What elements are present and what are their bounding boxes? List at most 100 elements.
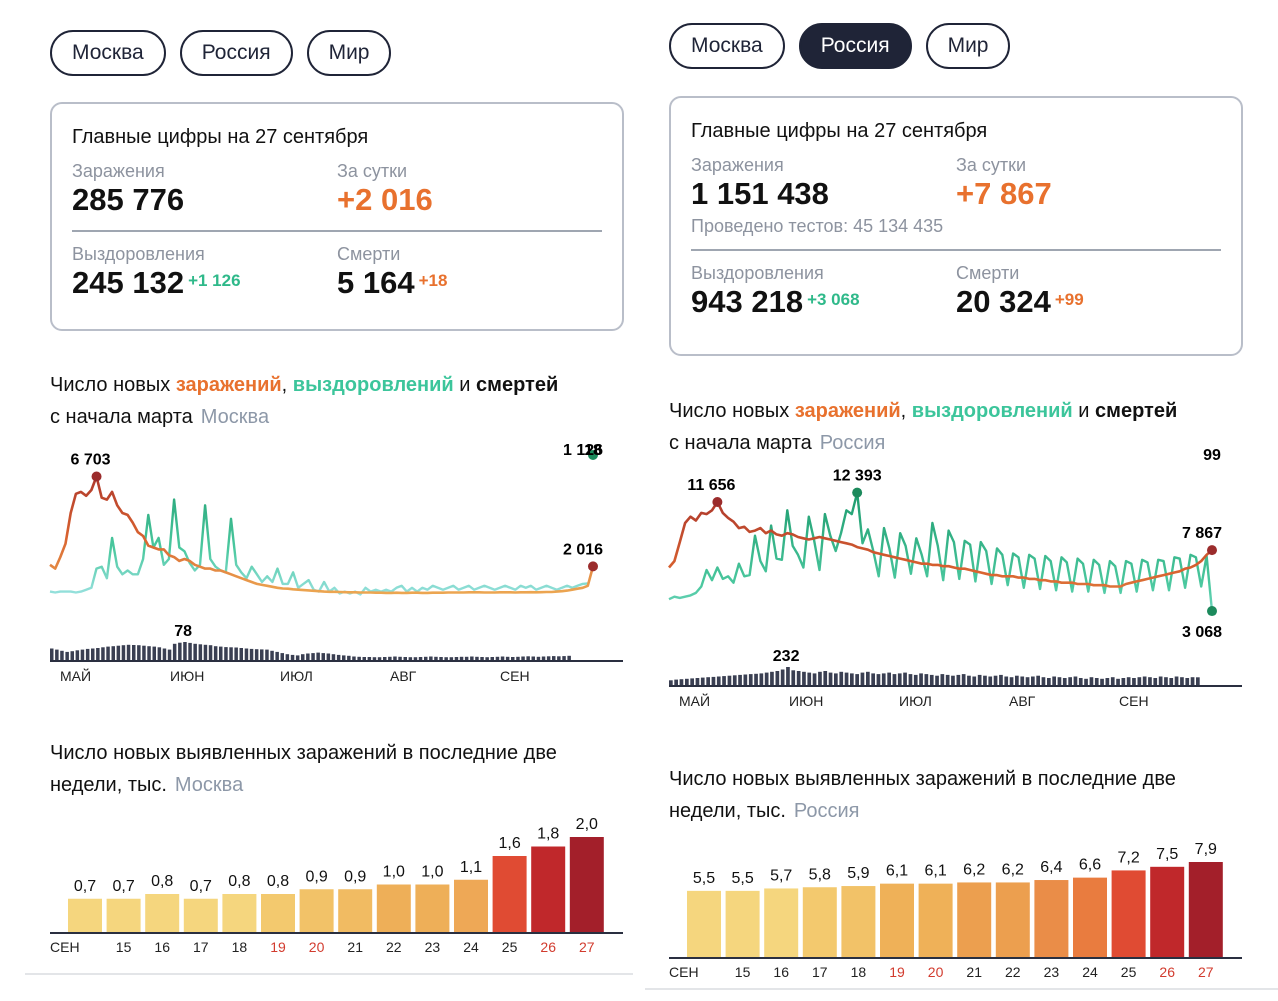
deaths-bar xyxy=(1036,675,1040,685)
bar xyxy=(880,883,914,957)
deaths-bar xyxy=(983,675,987,685)
infections-label: Заражения xyxy=(72,161,165,181)
deaths-bar xyxy=(116,645,121,660)
deaths-bar xyxy=(929,674,934,685)
daily-infections: +7 867 xyxy=(956,176,1052,211)
deaths-bar xyxy=(434,656,438,660)
deaths-bar xyxy=(229,647,233,660)
bar xyxy=(376,884,411,932)
title-deaths: смертей xyxy=(1095,400,1178,422)
summary-card: Главные цифры на 27 сентября Заражения 1 … xyxy=(669,96,1243,356)
trend-chart-title: Число новых заражений, выздоровлений и с… xyxy=(669,395,1259,459)
tab-world[interactable]: Мир xyxy=(925,23,1011,69)
x-tick-label: 17 xyxy=(193,939,209,955)
title-text: недели, тыс. xyxy=(50,774,167,796)
deaths-bar xyxy=(839,671,844,685)
bar xyxy=(415,884,450,932)
deaths-bar xyxy=(495,656,500,660)
deaths-bar xyxy=(834,673,838,685)
deaths-bar xyxy=(567,655,571,660)
bar xyxy=(1034,880,1069,957)
deaths-bar xyxy=(1084,678,1088,685)
deaths-bar xyxy=(408,657,413,660)
deaths-total: 5 164 xyxy=(337,265,415,300)
deaths-bar xyxy=(1190,677,1195,685)
bar-value-label: 1,6 xyxy=(498,835,520,852)
deaths-bar xyxy=(275,651,279,660)
deaths-bar xyxy=(80,649,85,660)
deaths-bar xyxy=(908,674,913,685)
title-text: и xyxy=(453,374,477,396)
deaths-bar xyxy=(988,676,993,685)
deaths-bar xyxy=(449,657,454,660)
bars-chart-title: Число новых выявленных заражений в после… xyxy=(50,737,640,801)
infections-peak-label: 11 656 xyxy=(687,477,735,494)
deaths-bar xyxy=(1041,677,1046,685)
x-tick-label: 18 xyxy=(232,939,248,955)
deaths-bar xyxy=(357,656,361,660)
deaths-bar xyxy=(967,675,971,685)
deaths-last-label: 18 xyxy=(584,442,602,459)
deaths-bar xyxy=(754,673,758,686)
deaths-bar xyxy=(208,645,213,660)
deaths-bar xyxy=(743,674,748,685)
deaths-bar xyxy=(347,655,351,660)
deaths-bar xyxy=(500,656,505,660)
deaths-bar xyxy=(1068,677,1072,685)
bar xyxy=(183,898,218,932)
deaths-bar xyxy=(956,674,961,685)
deaths-bar xyxy=(850,673,854,685)
tab-russia[interactable]: Россия xyxy=(798,23,912,69)
deaths-bar xyxy=(1110,677,1115,685)
deaths-bar xyxy=(367,657,372,660)
deaths-bar xyxy=(764,672,769,685)
divider xyxy=(691,249,1221,251)
infections-line xyxy=(668,500,1213,588)
deaths-bar xyxy=(342,655,346,660)
infections-line xyxy=(49,475,595,595)
bar-value-label: 2,0 xyxy=(576,816,598,833)
section-divider xyxy=(25,973,633,975)
bar xyxy=(841,886,876,957)
recoveries-delta: +3 068 xyxy=(807,290,860,309)
deaths-bar xyxy=(1132,678,1136,685)
deaths-bar xyxy=(475,656,479,660)
tab-moscow[interactable]: Москва xyxy=(669,23,785,69)
bar-value-label: 0,7 xyxy=(74,878,96,895)
deaths-bar xyxy=(167,649,172,660)
deaths-bar xyxy=(541,656,546,660)
deaths-bar xyxy=(706,677,710,685)
deaths-bar xyxy=(106,646,110,660)
deaths-bar xyxy=(75,650,80,660)
x-tick-label: 19 xyxy=(889,964,905,980)
bar xyxy=(222,894,257,932)
deaths-total: 20 324 xyxy=(956,284,1051,319)
bar-value-label: 5,7 xyxy=(770,867,792,884)
deaths-bar xyxy=(403,657,407,660)
deaths-bar xyxy=(398,656,402,660)
deaths-bar xyxy=(1169,678,1174,685)
x-tick-label: 19 xyxy=(270,939,286,955)
deaths-bar xyxy=(126,644,131,660)
bar xyxy=(725,890,760,957)
deaths-bar xyxy=(372,657,377,660)
tab-moscow[interactable]: Москва xyxy=(50,30,166,76)
x-tick-label: 27 xyxy=(1198,964,1214,980)
deaths-last-label: 99 xyxy=(1203,447,1221,464)
deaths-bar xyxy=(531,656,535,660)
deaths-bar xyxy=(1031,676,1035,685)
deaths-bar xyxy=(219,646,223,660)
tab-russia[interactable]: Россия xyxy=(179,30,293,76)
bars-chart: 5,5 СЕН 5,5 15 5,7 16 5,8 17 5,9 18 6,1 19 6,1 20 6,2 2… xyxy=(669,841,1242,980)
bar xyxy=(569,837,604,932)
tab-world[interactable]: Мир xyxy=(306,30,392,76)
deaths-bar xyxy=(796,671,801,685)
bar xyxy=(918,883,953,957)
title-text: Число новых выявленных заражений в после… xyxy=(50,742,557,764)
deaths-bar xyxy=(388,656,392,660)
bar-value-label: 0,8 xyxy=(228,873,250,890)
deaths-bar xyxy=(70,651,74,660)
bar-value-label: 1,8 xyxy=(537,826,559,843)
deaths-bar xyxy=(285,654,290,660)
x-tick-label: 21 xyxy=(347,939,363,955)
